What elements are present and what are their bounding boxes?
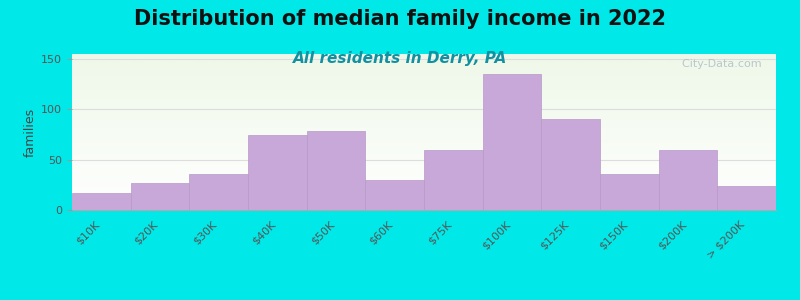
Text: City-Data.com: City-Data.com (675, 59, 762, 69)
Bar (366, 180, 424, 210)
Bar (718, 186, 776, 210)
Bar (130, 183, 190, 210)
Bar (600, 174, 658, 210)
Text: Distribution of median family income in 2022: Distribution of median family income in … (134, 9, 666, 29)
Bar (306, 131, 366, 210)
Bar (424, 150, 482, 210)
Text: All residents in Derry, PA: All residents in Derry, PA (293, 51, 507, 66)
Y-axis label: families: families (24, 107, 37, 157)
Bar (248, 134, 306, 210)
Bar (482, 74, 542, 210)
Bar (542, 119, 600, 210)
Bar (190, 174, 248, 210)
Bar (72, 193, 130, 210)
Bar (658, 150, 718, 210)
